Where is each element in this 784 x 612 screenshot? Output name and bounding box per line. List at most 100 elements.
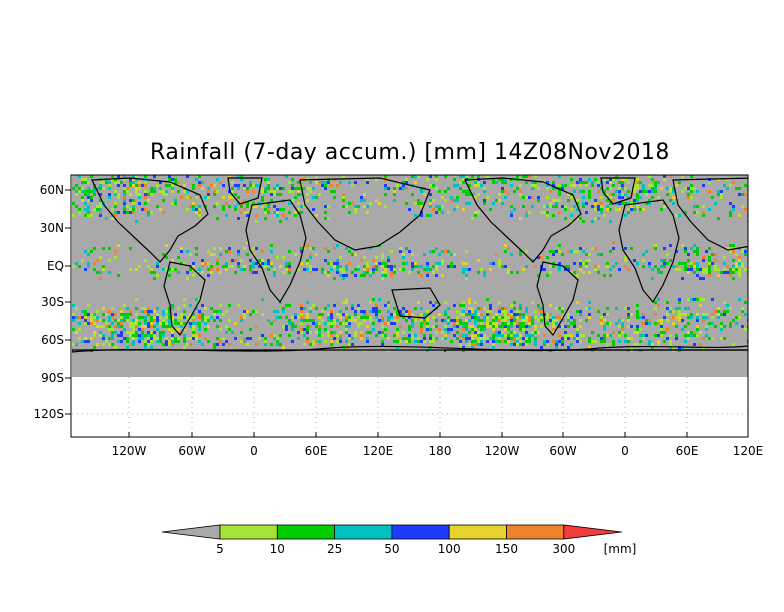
rain-cell [459, 334, 462, 337]
rain-cell [501, 322, 504, 325]
rain-cell [474, 313, 477, 316]
lon-label: 180 [429, 444, 452, 458]
rain-cell [318, 343, 321, 346]
rain-cell [582, 202, 585, 205]
rain-cell [180, 325, 183, 328]
rain-cell [696, 274, 699, 277]
rain-cell [510, 271, 513, 274]
rain-cell [660, 259, 663, 262]
rain-cell [198, 340, 201, 343]
rain-cell [501, 340, 504, 343]
rain-cell [390, 313, 393, 316]
rain-cell [405, 340, 408, 343]
rain-cell [408, 208, 411, 211]
rain-cell [678, 313, 681, 316]
rain-cell [726, 187, 729, 190]
rain-cell [708, 259, 711, 262]
rain-cell [246, 190, 249, 193]
rain-cell [87, 199, 90, 202]
rain-cell [432, 265, 435, 268]
rain-cell [147, 310, 150, 313]
rain-cell [213, 247, 216, 250]
rain-cell [366, 340, 369, 343]
rain-cell [507, 313, 510, 316]
rain-cell [744, 328, 747, 331]
rain-cell [681, 244, 684, 247]
rain-cell [381, 340, 384, 343]
rain-cell [261, 205, 264, 208]
rain-cell [540, 316, 543, 319]
rain-cell [135, 331, 138, 334]
rain-cell [507, 316, 510, 319]
rain-cell [429, 175, 432, 178]
rain-cell [744, 208, 747, 211]
rain-cell [513, 307, 516, 310]
rain-cell [498, 310, 501, 313]
rain-cell [573, 325, 576, 328]
rain-cell [132, 184, 135, 187]
rain-cell [147, 313, 150, 316]
rain-cell [417, 175, 420, 178]
rain-cell [75, 331, 78, 334]
rain-cell [408, 325, 411, 328]
rain-cell [321, 319, 324, 322]
rain-cell [663, 262, 666, 265]
rain-cell [306, 316, 309, 319]
rain-cell [705, 313, 708, 316]
rain-cell [480, 307, 483, 310]
rain-cell [705, 271, 708, 274]
rain-cell [735, 316, 738, 319]
rain-cell [525, 334, 528, 337]
rain-cell [345, 274, 348, 277]
rain-cell [171, 268, 174, 271]
rain-cell [714, 268, 717, 271]
rain-cell [360, 322, 363, 325]
rain-cell [297, 193, 300, 196]
rain-cell [531, 196, 534, 199]
legend-value: 5 [216, 542, 224, 556]
rain-cell [387, 310, 390, 313]
rain-cell [393, 187, 396, 190]
rain-cell [195, 196, 198, 199]
rain-cell [627, 202, 630, 205]
rain-cell [354, 253, 357, 256]
lon-label: 120E [733, 444, 764, 458]
rain-cell [198, 313, 201, 316]
rain-cell [246, 310, 249, 313]
rain-cell [366, 181, 369, 184]
rain-cell [483, 187, 486, 190]
rain-cell [192, 262, 195, 265]
rain-cell [510, 325, 513, 328]
rain-cell [609, 220, 612, 223]
rain-cell [312, 187, 315, 190]
rain-cell [660, 208, 663, 211]
rain-cell [90, 319, 93, 322]
rain-cell [372, 259, 375, 262]
rain-cell [201, 187, 204, 190]
rain-cell [738, 271, 741, 274]
rain-cell [183, 298, 186, 301]
rain-cell [393, 268, 396, 271]
rain-cell [123, 208, 126, 211]
rain-cell [129, 181, 132, 184]
rain-cell [537, 199, 540, 202]
rain-cell [489, 262, 492, 265]
rain-cell [162, 343, 165, 346]
rain-cell [546, 205, 549, 208]
rain-cell [435, 175, 438, 178]
rain-cell [447, 265, 450, 268]
rain-cell [690, 334, 693, 337]
rain-cell [171, 343, 174, 346]
rain-cell [381, 343, 384, 346]
rain-cell [561, 184, 564, 187]
rain-cell [555, 322, 558, 325]
rain-cell [351, 307, 354, 310]
rain-cell [606, 208, 609, 211]
rain-cell [453, 325, 456, 328]
rain-cell [99, 211, 102, 214]
rain-cell [207, 316, 210, 319]
rain-cell [531, 322, 534, 325]
rain-cell [219, 310, 222, 313]
rain-cell [312, 319, 315, 322]
rain-cell [150, 322, 153, 325]
